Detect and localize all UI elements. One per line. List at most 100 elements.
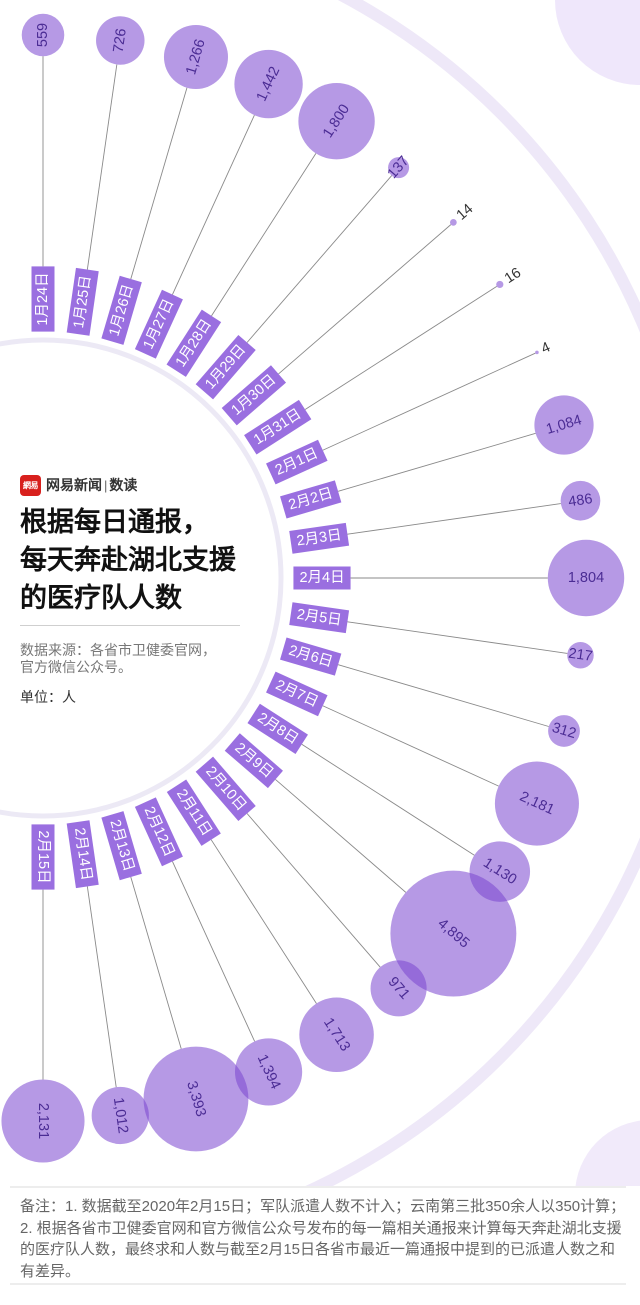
date-label: 2月15日 [31,824,55,890]
value-label: 486 [567,491,593,510]
footnote: 备注：1. 数据截至2020年2月15日；军队派遣人数不计入；云南第三批350余… [10,1186,626,1285]
leader-line [246,175,393,343]
date-label-box [289,522,350,554]
date-label-box [224,733,283,789]
leader-line [322,705,499,787]
brand-row: 網易 网易新闻 | 数读 [20,474,137,496]
leader-line [86,886,117,1088]
title-line: 每天奔赴湖北支援 [20,545,236,575]
footer-area: 备注：1. 数据截至2020年2月15日；军队派遣人数不计入；云南第三批350余… [0,1186,640,1305]
leader-line [130,876,182,1049]
leader-line [275,779,407,893]
date-label-text: 2月15日 [35,830,51,883]
value-bubble [143,1046,249,1152]
date-label-box [266,439,328,485]
date-label: 2月2日 [280,480,342,519]
brand-separator: | [104,477,108,493]
date-label-text: 1月25日 [71,274,94,329]
date-label: 2月12日 [134,797,183,867]
leader-line [301,743,475,856]
leader-line [86,64,118,270]
value-bubble [91,1086,149,1145]
decorative-inner-arc [0,337,284,819]
value-label: 14 [454,201,477,224]
date-label-box [101,811,142,881]
value-bubble [298,83,375,160]
date-label: 2月5日 [289,602,350,634]
leader-line [304,285,498,410]
leader-line [347,621,568,654]
value-bubble [494,761,579,846]
value-label: 1,804 [568,570,604,586]
decorative-top-right-circle [555,0,640,85]
leader-lines [42,56,568,1088]
source-line: 官方微信公众号。 [20,659,132,675]
value-bubble [567,642,594,669]
value-bubble [560,480,601,521]
leader-line [210,839,317,1004]
date-label: 1月24日 [31,266,55,332]
value-label: 726 [111,27,130,53]
divider [20,625,240,626]
date-label-box [134,797,183,867]
value-label: 1,012 [110,1096,131,1134]
leader-line [172,114,255,295]
value-bubble [234,49,303,119]
value-bubble [535,350,539,355]
leader-line [337,664,549,727]
page-title: 根据每日通报， 每天奔赴湖北支援 的医疗队人数 [20,503,236,617]
date-label: 2月4日 [293,566,351,590]
value-label: 4 [539,339,553,357]
leader-line [130,87,188,280]
unit-label: 单位：人 [20,689,76,705]
date-label-box [166,779,221,846]
value-bubble [450,219,457,226]
date-label: 2月13日 [101,811,142,881]
date-label-box [221,365,287,426]
leader-line [211,153,317,317]
leader-line [246,813,381,968]
leader-line [278,224,452,375]
value-bubble [370,960,427,1017]
value-bubble [547,539,625,617]
value-bubble [163,24,229,90]
date-label-text: 2月3日 [296,527,343,549]
footnote-line: 有差异。 [20,1262,81,1280]
value-bubble [21,13,65,57]
date-label-box [195,756,256,822]
leader-line [347,503,561,535]
date-label-text: 1月29日 [202,342,249,393]
date-label-box [101,275,142,345]
date-label-text: 2月10日 [202,764,249,815]
date-label-box [134,289,183,359]
value-bubble [234,1038,303,1106]
value-label: 559 [35,23,51,47]
brand-section: 数读 [109,477,138,493]
date-label: 2月14日 [66,820,99,889]
date-label: 1月27日 [134,289,183,359]
netease-logo-icon: 網易 [20,474,41,496]
data-source: 数据来源：各省市卫健委官网， 官方微信公众号。 [20,642,216,676]
source-line: 数据来源：各省市卫健委官网， [20,642,216,658]
date-label: 2月3日 [289,522,350,554]
value-bubble [534,395,594,455]
header-panel: 網易 网易新闻 | 数读 根据每日通报， 每天奔赴湖北支援 的医疗队人数 数据来… [20,472,280,712]
footnote-line: 的医疗队人数，最终求和人数与截至2月15日各省市最近一篇通报中提到的已派遣人数之… [20,1241,616,1258]
footnote-line: 2. 根据各省市卫健委官网和官方微信公众号发布的每一篇相关通报来计算每天奔赴湖北… [20,1219,622,1237]
value-bubble [96,16,145,65]
title-line: 的医疗队人数 [20,583,182,613]
date-label-box [266,671,328,717]
leader-line [172,861,256,1042]
date-label: 1月26日 [101,275,142,345]
date-label-box [280,480,342,519]
date-label-box [195,334,256,400]
value-bubble [548,715,580,747]
date-label-box [247,703,308,754]
date-label-text: 1月24日 [35,272,51,325]
value-bubble [390,870,517,997]
date-label-text: 1月30日 [229,372,280,419]
date-label-box [293,566,351,590]
date-label-text: 2月14日 [71,827,94,882]
date-label-box [289,602,350,634]
date-label-box [66,267,99,336]
